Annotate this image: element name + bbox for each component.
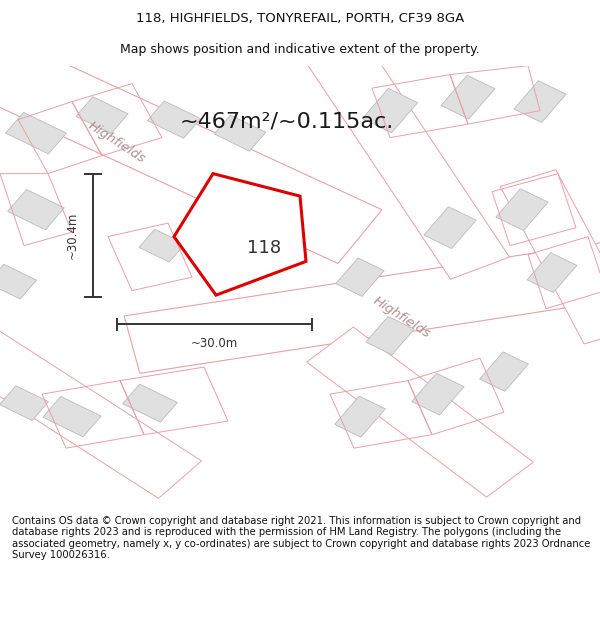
Polygon shape [500,170,600,344]
Text: Highfields: Highfields [371,294,433,341]
Polygon shape [122,384,178,422]
Polygon shape [362,88,418,133]
Text: Map shows position and indicative extent of the property.: Map shows position and indicative extent… [120,42,480,56]
Polygon shape [8,189,64,230]
Polygon shape [0,30,382,264]
Polygon shape [412,373,464,415]
Polygon shape [479,352,529,391]
Polygon shape [366,316,414,355]
Polygon shape [174,174,306,295]
Text: Highfields: Highfields [86,119,148,166]
Text: ~467m²/~0.115ac.: ~467m²/~0.115ac. [180,112,394,132]
Polygon shape [43,396,101,437]
Polygon shape [496,189,548,231]
Polygon shape [139,229,185,262]
Polygon shape [307,327,533,497]
Polygon shape [124,239,600,373]
Text: Contains OS data © Crown copyright and database right 2021. This information is : Contains OS data © Crown copyright and d… [12,516,590,561]
Polygon shape [5,112,67,154]
Text: ~30.0m: ~30.0m [191,337,238,350]
Polygon shape [214,115,266,151]
Polygon shape [514,81,566,122]
Polygon shape [0,264,37,299]
Text: ~30.4m: ~30.4m [65,212,79,259]
Polygon shape [424,207,476,249]
Polygon shape [527,253,577,292]
Polygon shape [336,258,384,296]
Polygon shape [0,386,49,421]
Text: 118, HIGHFIELDS, TONYREFAIL, PORTH, CF39 8GA: 118, HIGHFIELDS, TONYREFAIL, PORTH, CF39… [136,12,464,25]
Polygon shape [301,32,509,279]
Polygon shape [148,101,200,138]
Polygon shape [0,326,202,498]
Polygon shape [335,396,385,437]
Text: 118: 118 [247,239,281,257]
Polygon shape [76,97,128,134]
Polygon shape [441,75,495,119]
